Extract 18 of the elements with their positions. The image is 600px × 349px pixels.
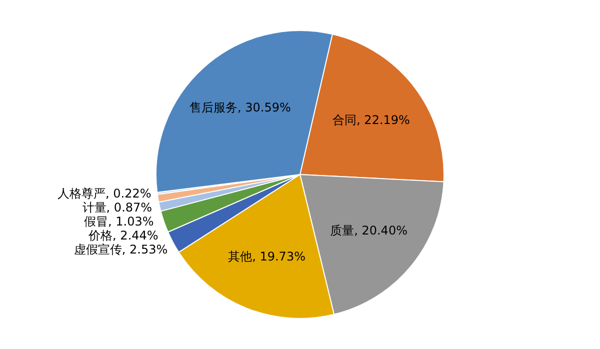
slice-label: 其他: [228, 250, 252, 264]
slice-label: 计量: [82, 200, 106, 214]
data-label: , 2.44%: [112, 228, 158, 242]
data-label: , 0.22%: [106, 186, 152, 200]
slice-label: 质量: [330, 224, 354, 238]
slice-label: 价格: [88, 228, 113, 242]
data-label: , 20.40%: [354, 224, 408, 238]
slice-label: 合同: [332, 112, 357, 127]
data-label: , 30.59%: [237, 100, 291, 114]
data-label: , 2.53%: [122, 242, 168, 256]
data-label: , 1.03%: [108, 214, 154, 228]
data-label: , 19.73%: [252, 250, 306, 264]
data-label: , 0.87%: [106, 200, 152, 214]
slice-label: 虚假宣传: [74, 242, 122, 256]
slice-label: 假冒: [84, 214, 108, 228]
slice-label: 售后服务: [189, 100, 238, 114]
slice-label: 人格尊严: [58, 186, 106, 200]
data-label: , 22.19%: [356, 112, 410, 127]
